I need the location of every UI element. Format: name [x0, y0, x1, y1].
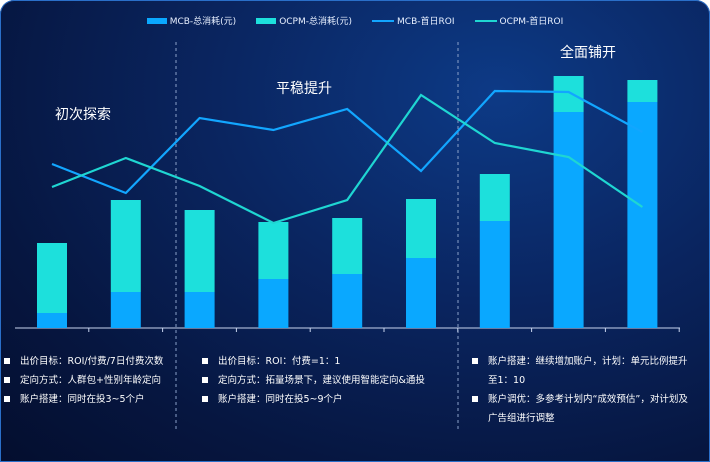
note-item: 账户搭建：同时在投5~9个户 — [202, 390, 452, 409]
bar-ocpm — [406, 199, 436, 258]
legend-label: MCB-首日ROI — [397, 17, 455, 27]
legend-item[interactable]: MCB-首日ROI — [372, 14, 455, 27]
note-item: 账户调优：多参考计划内“成效预估”，对计划及广告组进行调整 — [472, 390, 694, 428]
bar-mcb — [258, 279, 289, 328]
bar-ocpm — [627, 80, 658, 102]
legend-label: OCPM-首日ROI — [499, 17, 564, 27]
bar-mcb — [184, 292, 215, 328]
bar-mcb — [110, 292, 141, 328]
bar-ocpm — [37, 243, 67, 313]
bar-mcb — [553, 112, 584, 328]
legend-item[interactable]: OCPM-总消耗(元) — [256, 14, 352, 27]
bar-ocpm — [110, 200, 141, 292]
bar-mcb — [479, 221, 510, 328]
stage-label: 初次探索 — [55, 107, 111, 123]
line-ocpm-roi — [51, 93, 644, 225]
bar-ocpm — [479, 174, 510, 221]
legend: MCB-总消耗(元) OCPM-总消耗(元) MCB-首日ROI OCPM-首日… — [0, 14, 710, 27]
stage-label: 全面铺开 — [560, 45, 616, 61]
bar-ocpm — [184, 210, 215, 292]
notes-stage-1: 出价目标：ROI/付费/7日付费次数 定向方式：人群包+性别年龄定向 账户搭建：… — [4, 352, 174, 409]
legend-item[interactable]: OCPM-首日ROI — [474, 14, 564, 27]
note-item: 账户搭建：继续增加账户，计划：单元比例提升至1：10 — [472, 352, 694, 390]
notes-stage-3: 账户搭建：继续增加账户，计划：单元比例提升至1：10 账户调优：多参考计划内“成… — [472, 352, 694, 428]
bar-mcb — [627, 102, 658, 328]
bar-ocpm — [332, 218, 363, 274]
note-item: 账户搭建：同时在投3~5个户 — [4, 390, 174, 409]
note-item: 出价目标：ROI：付费=1：1 — [202, 352, 452, 371]
bar-mcb — [37, 313, 67, 328]
legend-label: MCB-总消耗(元) — [169, 17, 237, 27]
stage-label: 平稳提升 — [276, 81, 332, 97]
notes-stage-2: 出价目标：ROI：付费=1：1 定向方式：拓量场景下，建议使用智能定向&通投 账… — [202, 352, 452, 409]
note-item: 定向方式：人群包+性别年龄定向 — [4, 371, 174, 390]
note-item: 出价目标：ROI/付费/7日付费次数 — [4, 352, 174, 371]
legend-label: OCPM-总消耗(元) — [279, 17, 353, 27]
bar-mcb — [406, 258, 436, 328]
bar-ocpm — [553, 76, 584, 112]
bar-ocpm — [258, 222, 289, 279]
legend-item[interactable]: MCB-总消耗(元) — [146, 14, 237, 27]
bar-mcb — [332, 274, 363, 328]
note-item: 定向方式：拓量场景下，建议使用智能定向&通投 — [202, 371, 452, 390]
